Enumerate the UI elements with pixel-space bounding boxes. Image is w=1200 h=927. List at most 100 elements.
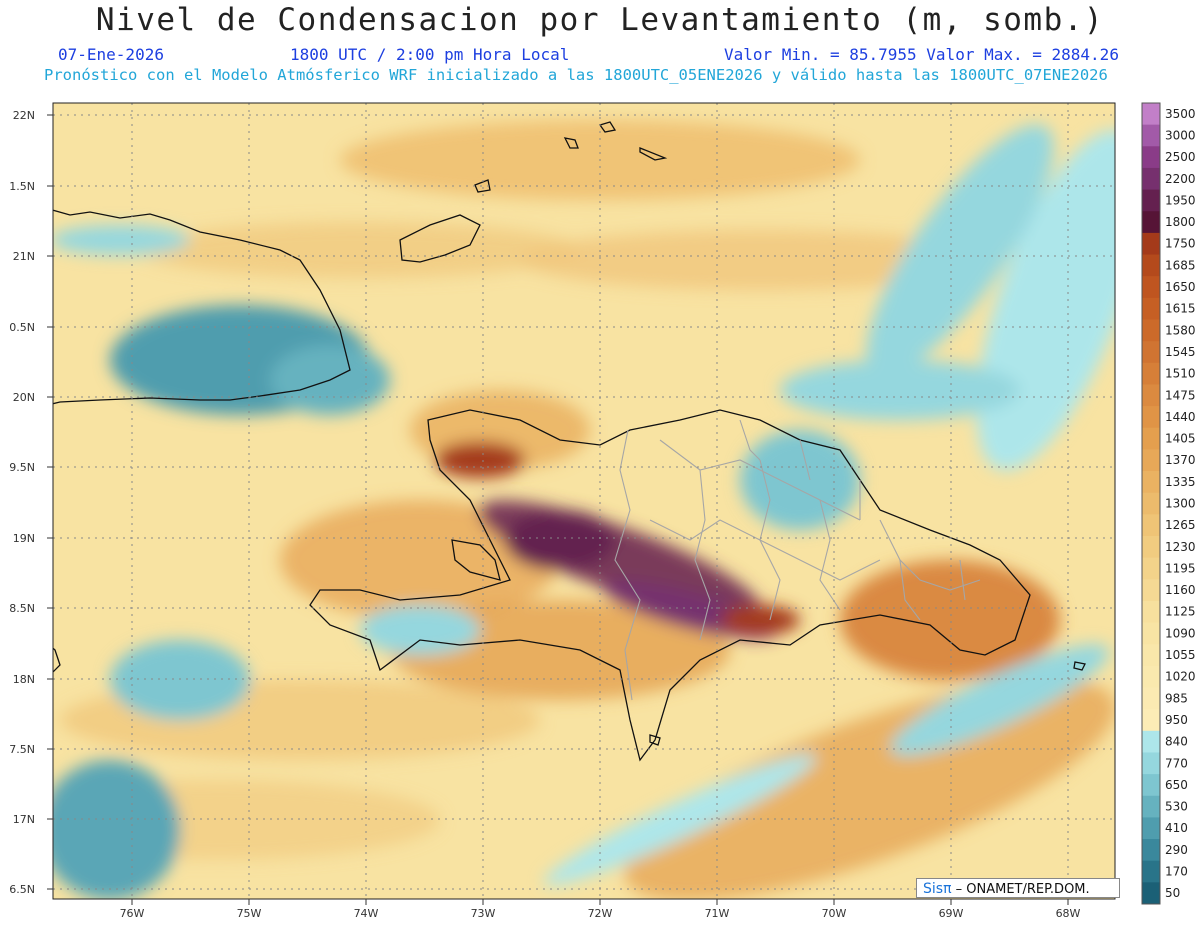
colorbar-swatch: [1142, 297, 1160, 320]
lat-label: 7.5N: [9, 743, 35, 756]
colorbar-swatch: [1142, 514, 1160, 537]
lon-label: 76W: [120, 907, 145, 920]
colorbar-label: 840: [1165, 735, 1188, 749]
colorbar-label: 1475: [1165, 388, 1196, 402]
colorbar-swatch: [1142, 752, 1160, 775]
colorbar-swatch: [1142, 665, 1160, 689]
colorbar-swatch: [1142, 839, 1160, 862]
lat-axis-labels: 22N 1.5N 21N 0.5N 20N 9.5N 19N 8.5N 18N …: [9, 109, 35, 896]
lon-axis-labels: 76W 75W 74W 73W 72W 71W 70W 69W 68W: [120, 907, 1081, 920]
colorbar-label: 650: [1165, 778, 1188, 792]
colorbar-label: 1950: [1165, 193, 1196, 207]
colorbar-swatch: [1142, 232, 1160, 256]
colorbar-label: 1055: [1165, 648, 1196, 662]
colorbar-swatch: [1142, 687, 1160, 710]
coastlines: [53, 121, 1086, 762]
province-borders: [614, 419, 981, 701]
map-frame: [52, 102, 1116, 900]
colorbar-label: 290: [1165, 843, 1188, 857]
colorbar-swatch: [1142, 730, 1160, 753]
lat-label: 20N: [13, 391, 35, 404]
colorbar-label: 1510: [1165, 367, 1196, 381]
colorbar-swatch: [1142, 449, 1160, 472]
sispi-logo: Sisπ: [923, 881, 952, 897]
lon-label: 73W: [471, 907, 496, 920]
lon-label: 75W: [237, 907, 262, 920]
colorbar-label: 1300: [1165, 497, 1196, 511]
lat-ticks: [47, 114, 53, 890]
lon-label: 72W: [588, 907, 613, 920]
lat-label: 17N: [13, 813, 35, 826]
colorbar-label: 770: [1165, 756, 1188, 770]
colorbar-label: 2500: [1165, 150, 1196, 164]
colorbar-label: 1160: [1165, 583, 1196, 597]
value-range: Valor Min. = 85.7955 Valor Max. = 2884.2…: [724, 45, 1119, 64]
colorbar-label: 3000: [1165, 128, 1196, 142]
colorbar-label: 1090: [1165, 626, 1196, 640]
colorbar-swatch: [1142, 535, 1160, 559]
colorbar-label: 1405: [1165, 432, 1196, 446]
colorbar-label: 1800: [1165, 215, 1196, 229]
model-info: Pronóstico con el Modelo Atmósferico WRF…: [44, 66, 1108, 84]
colorbar-label: 1370: [1165, 453, 1196, 467]
colorbar-swatch: [1142, 492, 1160, 515]
credit-org: – ONAMET/REP.DOM.: [951, 882, 1090, 897]
colorbar-swatch: [1142, 882, 1160, 905]
colorbar-label: 1685: [1165, 258, 1196, 272]
colorbar-swatch: [1142, 709, 1160, 732]
colorbar-swatch: [1142, 341, 1160, 364]
colorbar-swatch: [1142, 860, 1160, 883]
map-title: Nivel de Condensacion por Levantamiento …: [95, 2, 1105, 38]
colorbar-swatch: [1142, 600, 1160, 624]
colorbar-label: 50: [1165, 886, 1180, 900]
lon-label: 70W: [822, 907, 847, 920]
lat-label: 1.5N: [9, 180, 35, 193]
colorbar-label: 1195: [1165, 561, 1196, 575]
colorbar-label: 985: [1165, 691, 1188, 705]
colorbar-swatch: [1142, 622, 1160, 645]
colorbar-swatch: [1142, 146, 1160, 169]
colorbar-swatch: [1142, 557, 1160, 580]
colorbar-swatch: [1142, 406, 1160, 429]
colorbar-label: 1265: [1165, 518, 1196, 532]
colorbar-label: 410: [1165, 821, 1188, 835]
lat-label: 8.5N: [9, 602, 35, 615]
colorbar-swatch: [1142, 167, 1160, 191]
colorbar-swatch: [1142, 103, 1160, 126]
colorbar-swatch: [1142, 276, 1160, 299]
forecast-time: 1800 UTC / 2:00 pm Hora Local: [290, 45, 570, 64]
lon-label: 74W: [354, 907, 379, 920]
colorbar: 3500 3000 2500 2200 1950 1800 1750 1685 1650 1615…: [1141, 102, 1196, 905]
colorbar-label: 1750: [1165, 237, 1196, 251]
colorbar-swatch: [1142, 384, 1160, 407]
colorbar-swatch: [1142, 124, 1160, 147]
forecast-date: 07-Ene-2026: [58, 45, 164, 64]
colorbar-swatch: [1142, 795, 1160, 818]
lon-ticks: [131, 899, 1069, 905]
colorbar-label: 1545: [1165, 345, 1196, 359]
lat-label: 18N: [13, 673, 35, 686]
lat-label: 19N: [13, 532, 35, 545]
colorbar-swatch: [1142, 211, 1160, 234]
lon-label: 71W: [705, 907, 730, 920]
colorbar-swatch: [1142, 644, 1160, 667]
colorbar-swatch: [1142, 579, 1160, 602]
colorbar-swatch: [1142, 817, 1160, 840]
colorbar-label: 170: [1165, 865, 1188, 879]
colorbar-label: 1580: [1165, 323, 1196, 337]
lat-label: 0.5N: [9, 321, 35, 334]
grid-lines: [53, 103, 1115, 899]
colorbar-swatch: [1142, 471, 1160, 494]
colorbar-label: 1615: [1165, 302, 1196, 316]
colorbar-frame: [1141, 102, 1161, 905]
lat-label: 21N: [13, 250, 35, 263]
colorbar-swatch: [1142, 774, 1160, 797]
colorbar-label: 1230: [1165, 540, 1196, 554]
colorbar-swatch: [1142, 254, 1160, 277]
lat-label: 6.5N: [9, 883, 35, 896]
colorbar-label: 1020: [1165, 670, 1196, 684]
colorbar-label: 3500: [1165, 107, 1196, 121]
colorbar-swatch: [1142, 362, 1160, 385]
colorbar-label: 1650: [1165, 280, 1196, 294]
